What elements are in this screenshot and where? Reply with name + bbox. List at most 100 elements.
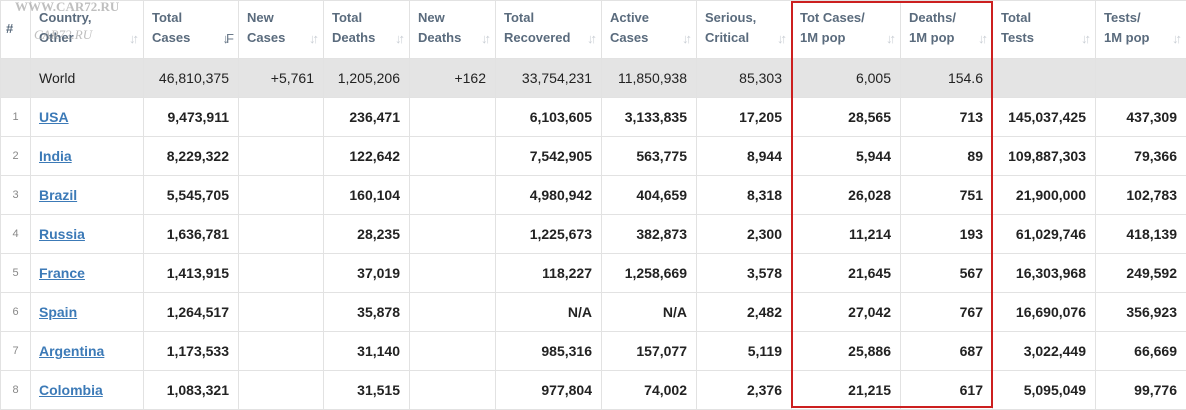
row-num: 5 — [0, 253, 31, 293]
col-header-serious-critical[interactable]: Serious, Critical ↓↑ — [696, 0, 792, 59]
cell-active-cases: 563,775 — [601, 136, 697, 176]
row-num: 3 — [0, 175, 31, 215]
row-num: 1 — [0, 97, 31, 137]
cell-new-cases — [238, 136, 324, 176]
cell-total-recovered: 6,103,605 — [495, 97, 602, 137]
cell-total-deaths: 37,019 — [323, 253, 410, 293]
header-line1: Total — [152, 10, 183, 25]
table-body: World 46,810,375 +5,761 1,205,206 +162 3… — [0, 58, 1186, 410]
header-line1: Country, — [39, 10, 92, 25]
table-row: 5 France 1,413,915 37,019 118,227 1,258,669 3,… — [0, 253, 1186, 293]
cell-serious-critical: 17,205 — [696, 97, 792, 137]
cell-total-deaths: 160,104 — [323, 175, 410, 215]
sort-arrows-icon: ↓↑ — [587, 31, 597, 46]
cell-new-cases — [238, 97, 324, 137]
cell-total-deaths: 122,642 — [323, 136, 410, 176]
num-label: # — [6, 21, 14, 36]
col-header-new-deaths[interactable]: New Deaths ↓↑ — [409, 0, 496, 59]
col-header-num[interactable]: # — [0, 0, 31, 59]
cell-total-tests: 109,887,303 — [992, 136, 1096, 176]
header-line1: New — [418, 10, 445, 25]
cell-cases-per-1m: 21,645 — [791, 253, 901, 293]
header-line1: Deaths/ — [909, 10, 956, 25]
row-num: 4 — [0, 214, 31, 254]
cell-cases-per-1m: 27,042 — [791, 292, 901, 332]
country-link[interactable]: India — [39, 148, 72, 164]
header-line2: Cases — [610, 30, 649, 45]
cell-total-tests: 145,037,425 — [992, 97, 1096, 137]
col-header-total-cases[interactable]: Total Cases ↓F — [143, 0, 239, 59]
country-link[interactable]: France — [39, 265, 85, 281]
cell-total-deaths: 31,515 — [323, 370, 410, 410]
cell-active-cases: 3,133,835 — [601, 97, 697, 137]
cell-total-tests: 21,900,000 — [992, 175, 1096, 215]
cell-total-cases: 1,173,533 — [143, 331, 239, 371]
row-num: 7 — [0, 331, 31, 371]
country-link[interactable]: Russia — [39, 226, 85, 242]
cell-total-recovered: 4,980,942 — [495, 175, 602, 215]
cell-tests-per-1m: 437,309 — [1095, 97, 1186, 137]
country-link[interactable]: USA — [39, 109, 69, 125]
cell-cases-per-1m: 6,005 — [791, 58, 901, 98]
header-line1: Total — [1001, 10, 1032, 25]
country-link[interactable]: Brazil — [39, 187, 78, 203]
sort-arrows-icon: ↓↑ — [886, 31, 896, 46]
col-header-tests-per-1m[interactable]: Tests/1M pop ↓↑ — [1095, 0, 1186, 59]
cell-total-recovered: N/A — [495, 292, 602, 332]
cell-total-tests: 5,095,049 — [992, 370, 1096, 410]
country-link[interactable]: Argentina — [39, 343, 105, 359]
cell-serious-critical: 2,300 — [696, 214, 792, 254]
cell-deaths-per-1m: 193 — [900, 214, 993, 254]
row-num: 2 — [0, 136, 31, 176]
cell-total-cases: 5,545,705 — [143, 175, 239, 215]
cell-serious-critical: 8,944 — [696, 136, 792, 176]
header-line2: Cases — [247, 30, 286, 45]
row-num — [0, 58, 31, 98]
header-line1: Total — [332, 10, 363, 25]
col-header-new-cases[interactable]: New Cases ↓↑ — [238, 0, 324, 59]
sort-arrows-icon: ↓↑ — [978, 31, 988, 46]
cell-new-deaths — [409, 175, 496, 215]
country-cell: France — [30, 253, 144, 293]
cell-tests-per-1m: 66,669 — [1095, 331, 1186, 371]
header-line1: Total — [504, 10, 535, 25]
header-line2: 1M pop — [909, 30, 955, 45]
country-link[interactable]: Colombia — [39, 382, 103, 398]
table-row: 8 Colombia 1,083,321 31,515 977,804 74,002 2,3… — [0, 370, 1186, 410]
cell-cases-per-1m: 11,214 — [791, 214, 901, 254]
cell-new-deaths: +162 — [409, 58, 496, 98]
cell-deaths-per-1m: 617 — [900, 370, 993, 410]
cell-total-tests: 61,029,746 — [992, 214, 1096, 254]
table-row: 1 USA 9,473,911 236,471 6,103,605 3,133,835 17… — [0, 97, 1186, 137]
col-header-active-cases[interactable]: Active Cases ↓↑ — [601, 0, 697, 59]
table-header: # Country, Other ↓↑ Total Cases ↓F New Cases ↓… — [0, 0, 1186, 59]
col-header-cases-per-1m[interactable]: Tot Cases/1M pop ↓↑ — [791, 0, 901, 59]
col-header-deaths-per-1m[interactable]: Deaths/1M pop ↓↑ — [900, 0, 993, 59]
col-header-total-deaths[interactable]: Total Deaths ↓↑ — [323, 0, 410, 59]
cell-total-deaths: 28,235 — [323, 214, 410, 254]
cell-new-deaths — [409, 97, 496, 137]
col-header-total-tests[interactable]: Total Tests ↓↑ — [992, 0, 1096, 59]
cell-serious-critical: 2,482 — [696, 292, 792, 332]
header-line2: Recovered — [504, 30, 571, 45]
header-line2: Cases — [152, 30, 191, 45]
cell-new-deaths — [409, 253, 496, 293]
header-line2: Deaths — [418, 30, 462, 45]
cell-new-deaths — [409, 292, 496, 332]
sort-arrows-icon: ↓↑ — [309, 31, 319, 46]
col-header-total-recovered[interactable]: Total Recovered ↓↑ — [495, 0, 602, 59]
country-cell: India — [30, 136, 144, 176]
cell-total-recovered: 977,804 — [495, 370, 602, 410]
country-link[interactable]: Spain — [39, 304, 78, 320]
col-header-country[interactable]: Country, Other ↓↑ — [30, 0, 144, 59]
cell-serious-critical: 85,303 — [696, 58, 792, 98]
sort-desc-icon: ↓F — [222, 31, 235, 46]
header-line1: Tot Cases/ — [800, 10, 865, 25]
cell-cases-per-1m: 5,944 — [791, 136, 901, 176]
cell-total-recovered: 7,542,905 — [495, 136, 602, 176]
cell-cases-per-1m: 26,028 — [791, 175, 901, 215]
cell-total-deaths: 236,471 — [323, 97, 410, 137]
country-cell: Spain — [30, 292, 144, 332]
cell-serious-critical: 8,318 — [696, 175, 792, 215]
